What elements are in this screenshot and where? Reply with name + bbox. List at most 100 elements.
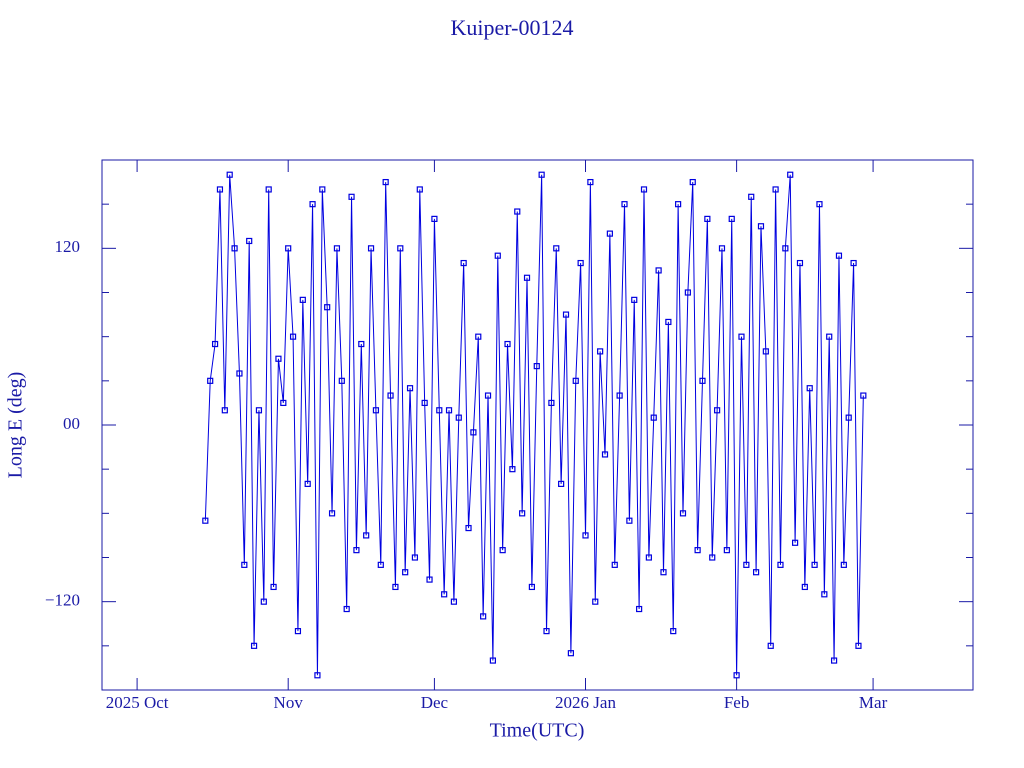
point-marker: [377, 561, 384, 568]
x-tick-label: Mar: [859, 693, 888, 712]
point-marker: [753, 569, 760, 576]
point-marker: [509, 466, 516, 473]
point-marker: [353, 547, 360, 554]
point-marker: [397, 245, 404, 252]
point-marker: [592, 598, 599, 605]
point-marker: [714, 407, 721, 414]
point-marker: [787, 171, 794, 178]
point-marker: [211, 340, 219, 348]
point-marker: [465, 524, 472, 532]
point-marker: [538, 171, 545, 178]
y-tick-label: −120: [45, 591, 80, 610]
point-marker: [567, 650, 574, 657]
point-marker: [665, 318, 672, 326]
point-marker: [260, 598, 267, 605]
point-marker: [860, 392, 867, 399]
point-marker: [299, 296, 306, 303]
point-marker: [489, 657, 497, 664]
point-marker: [387, 392, 394, 399]
point-marker: [231, 245, 238, 252]
point-marker: [202, 517, 209, 524]
point-marker: [285, 245, 292, 252]
point-marker: [777, 561, 784, 568]
point-marker: [343, 605, 350, 613]
point-marker: [631, 296, 638, 303]
point-marker: [738, 333, 745, 340]
point-marker: [670, 628, 677, 635]
point-marker: [543, 628, 550, 635]
point-marker: [694, 547, 701, 554]
track-line: [204, 174, 864, 676]
plot-frame: [101, 159, 974, 691]
point-marker: [367, 245, 375, 252]
point-marker: [499, 547, 506, 554]
point-marker: [255, 407, 263, 414]
point-marker: [289, 333, 297, 340]
point-marker: [660, 569, 667, 576]
point-marker: [684, 289, 691, 296]
point-marker: [606, 230, 613, 237]
point-marker: [431, 215, 438, 222]
y-tick-label: 00: [63, 414, 80, 433]
point-marker: [572, 377, 579, 384]
point-marker: [207, 377, 214, 384]
point-marker: [475, 333, 482, 340]
point-marker: [226, 171, 233, 178]
point-marker: [421, 399, 428, 407]
point-marker: [319, 186, 326, 193]
x-tick-label: 2025 Oct: [106, 693, 169, 712]
point-marker: [626, 517, 633, 524]
point-marker: [450, 598, 458, 605]
point-marker: [821, 591, 828, 598]
point-marker: [470, 429, 477, 436]
point-marker: [494, 252, 501, 259]
point-marker: [314, 672, 321, 679]
point-marker: [611, 561, 618, 568]
point-marker: [250, 642, 258, 649]
point-marker: [757, 223, 765, 230]
point-marker: [762, 348, 769, 355]
point-marker: [840, 561, 847, 568]
point-marker: [221, 407, 228, 414]
point-marker: [358, 340, 365, 348]
point-marker: [835, 252, 843, 259]
point-marker: [650, 414, 657, 421]
point-marker: [845, 414, 852, 421]
point-marker: [699, 377, 706, 384]
point-marker: [455, 414, 462, 421]
y-tick-label: 120: [55, 237, 81, 256]
point-marker: [426, 576, 433, 583]
point-marker: [275, 355, 282, 362]
point-marker: [796, 259, 804, 267]
point-marker: [587, 178, 594, 186]
point-marker: [806, 385, 813, 392]
point-marker: [562, 311, 570, 318]
point-marker: [582, 532, 589, 539]
point-marker: [445, 407, 453, 414]
point-marker: [246, 237, 253, 245]
point-marker: [816, 201, 823, 208]
point-marker: [723, 547, 730, 554]
point-marker: [601, 451, 609, 458]
x-axis-label: Time(UTC): [490, 720, 585, 742]
point-marker: [324, 304, 331, 311]
point-marker: [406, 385, 414, 392]
point-marker: [772, 186, 779, 193]
x-tick-label: Nov: [274, 693, 304, 712]
x-tick-label: Dec: [421, 693, 449, 712]
point-marker: [675, 201, 682, 208]
point-marker: [597, 348, 604, 355]
point-marker: [309, 201, 316, 208]
point-marker: [304, 480, 311, 487]
point-marker: [416, 186, 423, 193]
point-marker: [645, 554, 652, 561]
point-marker: [767, 642, 774, 649]
point-marker: [533, 363, 540, 370]
point-marker: [363, 532, 370, 539]
point-marker: [216, 186, 224, 193]
y-axis-label: Long E (deg): [5, 372, 27, 479]
point-marker: [523, 274, 531, 281]
point-marker: [241, 561, 248, 568]
point-marker: [514, 208, 521, 215]
